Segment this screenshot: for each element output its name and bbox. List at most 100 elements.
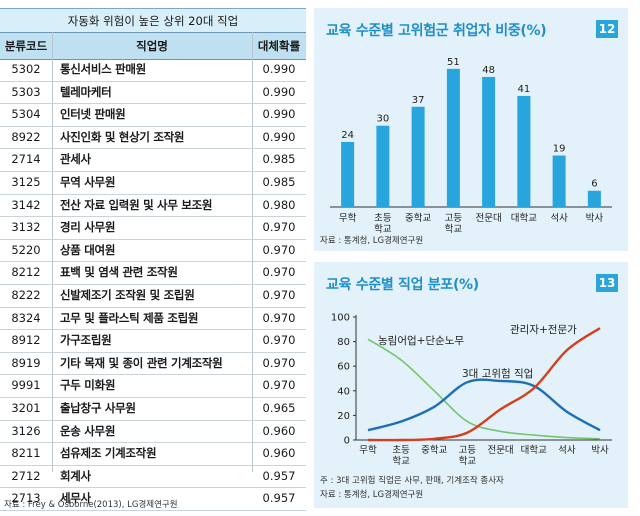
column-header-code: 분류코드 [4,39,48,53]
cell-occupation: 표백 및 염색 관련 조작원 [60,265,178,280]
data-label: 37 [412,95,425,106]
data-label: 41 [518,84,531,95]
cell-probability: 0.970 [262,265,296,280]
bar [341,141,355,207]
y-tick-label: 100 [331,313,350,324]
series-label: 관리자+전문가 [510,324,577,336]
data-label: 51 [447,57,460,68]
bar [446,68,460,207]
x-tick-label: 전문대 [476,213,502,224]
cell-code: 8324 [11,310,41,325]
figure-number-badge: 13 [596,274,618,292]
cell-occupation: 출납창구 사무원 [60,400,136,415]
x-tick-label: 고등 학교 [459,445,477,467]
cell-code: 8222 [11,287,41,302]
cell-probability: 0.970 [262,242,296,257]
cell-probability: 0.990 [262,84,296,99]
table-header-row: 분류코드 직업명 대체확률 [0,32,306,60]
cell-probability: 0.970 [262,378,296,393]
series-line [367,378,601,432]
x-tick-label: 초등 학교 [374,213,392,235]
cell-code: 5303 [11,84,41,99]
cell-occupation: 섬유제조 기계조작원 [60,446,157,461]
bar [411,106,425,207]
table-row: 8222 신발제조기 조작원 및 조립원 0.970 [0,285,306,308]
x-tick-label: 고등 학교 [445,213,463,235]
data-label: 30 [377,114,390,125]
cell-probability: 0.985 [262,174,296,189]
table-row: 8922 사진인화 및 현상기 조작원 0.990 [0,127,306,150]
table-row: 2714 관세사 0.985 [0,149,306,172]
column-divider [52,32,53,472]
cell-occupation: 운송 사무원 [60,423,116,438]
x-tick-label: 중학교 [421,445,447,456]
figure-number-badge: 12 [596,20,618,38]
cell-occupation: 통신서비스 판매원 [60,62,146,76]
cell-occupation: 고무 및 플라스틱 제품 조립원 [60,310,199,325]
cell-code: 5304 [11,107,41,122]
cell-occupation: 기타 목재 및 종이 관련 기계조작원 [60,355,223,370]
x-tick-label: 대학교 [511,213,537,224]
table-row: 3201 출납창구 사무원 0.965 [0,398,306,421]
cell-occupation: 가구조립원 [60,333,112,348]
table-row: 8211 섬유제조 기계조작원 0.960 [0,443,306,466]
cell-probability: 0.960 [262,446,296,461]
cell-occupation: 회계사 [60,468,91,483]
cell-code: 5220 [11,242,41,257]
x-tick-label: 무학 [359,445,377,456]
cell-code: 8212 [11,265,41,280]
chart-note: 주 : 3대 고위험 직업은 사무, 판매, 기계조작 종사자 [320,476,504,486]
chart-title: 교육 수준별 직업 분포(%) [326,277,479,293]
line-chart: 0 20 40 60 80 100 무학 초등 학교 중학교 고등 학교 전문대 대학교 석사 박사 농림어업+… [331,313,612,467]
cell-code: 3132 [11,220,41,235]
cell-probability: 0.985 [262,152,296,167]
chart-source: 자료 : 통계청, LG경제연구원 [320,236,424,246]
cell-code: 3201 [11,400,41,415]
x-tick-label: 중학교 [405,213,431,224]
table-row: 8919 기타 목재 및 종이 관련 기계조작원 0.970 [0,353,306,376]
table-row: 3132 경리 사무원 0.970 [0,217,306,240]
cell-probability: 0.970 [262,220,296,235]
table-row: 2713 세무사 0.957 [0,488,306,511]
cell-code: 2713 [11,491,41,506]
bar [587,190,601,207]
cell-code: 8912 [11,333,41,348]
data-label: 19 [553,144,566,155]
cell-occupation: 관세사 [60,152,91,167]
data-label: 48 [482,65,495,76]
bar [376,125,390,207]
cell-code: 8922 [11,129,41,144]
data-label: 24 [341,130,354,141]
cell-occupation: 무역 사무원 [60,174,116,189]
cell-code: 2714 [11,152,41,167]
y-tick-label: 40 [337,386,350,397]
x-tick-label: 박사 [586,213,604,224]
table-row: 5302 통신서비스 판매원 0.990 [0,59,306,82]
cell-code: 2712 [11,468,41,483]
chart-title: 교육 수준별 고위험군 취업자 비중(%) [326,23,547,39]
cell-probability: 0.980 [262,197,296,212]
series-label: 농림어업+단순노무 [378,334,464,347]
cell-code: 9991 [11,378,41,393]
cell-occupation: 경리 사무원 [60,220,116,235]
cell-occupation: 텔레마케터 [60,84,112,99]
table-body: 5302 통신서비스 판매원 0.990 5303 텔레마케터 0.990 5304 인터넷 … [0,59,306,511]
table-row: 8912 가구조립원 0.970 [0,330,306,353]
table-row: 8324 고무 및 플라스틱 제품 조립원 0.970 [0,308,306,331]
bar [552,155,566,207]
cell-occupation: 세무사 [60,491,91,506]
cell-probability: 0.957 [262,491,296,506]
table-row: 2712 회계사 0.957 [0,466,306,489]
series-label: 3대 고위험 직업 [462,367,533,380]
cell-probability: 0.990 [262,107,296,122]
line-chart-panel: 교육 수준별 직업 분포(%) 13 0 20 40 60 80 100 무학 초등 학교 중학교… [314,262,628,508]
cell-occupation: 상품 대여원 [60,242,116,257]
table-source: 자료 : Frey & Osborne(2013), LG경제연구원 [4,500,178,510]
cell-probability: 0.970 [262,310,296,325]
series-line [367,338,601,440]
x-tick-label: 무학 [339,213,357,224]
y-tick-label: 60 [337,362,350,373]
bar-chart-panel: 교육 수준별 고위험군 취업자 비중(%) 12 24 무학 30 초등 학교 37 중학교… [314,8,628,251]
x-tick-label: 박사 [591,445,609,456]
cell-code: 8211 [11,446,41,461]
